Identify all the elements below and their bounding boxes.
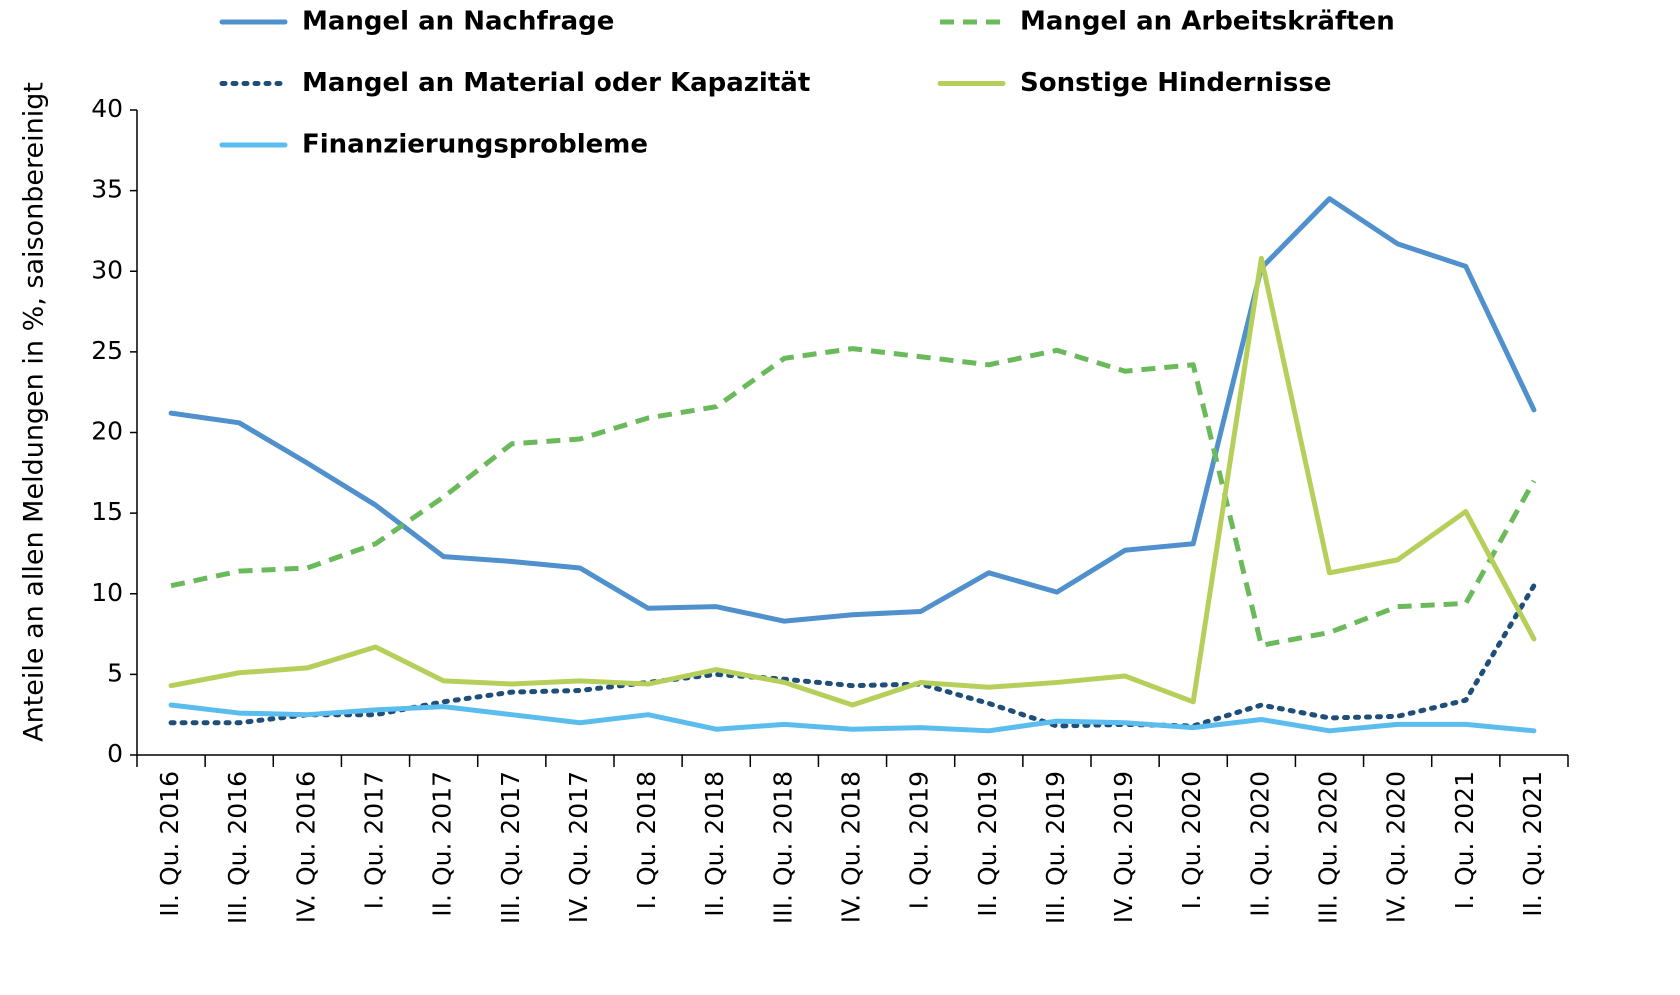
x-tick-label: III. Qu. 2019 xyxy=(1041,771,1070,924)
x-tick-label: I. Qu. 2018 xyxy=(632,771,661,909)
x-tick-label: II. Qu. 2020 xyxy=(1245,771,1274,917)
x-tick-label: II. Qu. 2019 xyxy=(973,771,1002,917)
legend-label: Mangel an Nachfrage xyxy=(302,7,614,37)
x-tick-label: II. Qu. 2018 xyxy=(700,771,729,917)
x-tick-label: IV. Qu. 2018 xyxy=(837,771,866,923)
x-tick-label: IV. Qu. 2017 xyxy=(564,771,593,923)
x-tick-label: I. Qu. 2021 xyxy=(1450,771,1479,909)
y-tick-label: 5 xyxy=(107,658,123,687)
x-tick-label: II. Qu. 2017 xyxy=(428,771,457,917)
x-tick-label: III. Qu. 2020 xyxy=(1314,771,1343,924)
series-line xyxy=(168,196,1537,624)
x-tick-label: I. Qu. 2020 xyxy=(1177,771,1206,909)
x-tick-label: III. Qu. 2018 xyxy=(768,771,797,924)
y-tick-label: 35 xyxy=(91,175,123,204)
series-line xyxy=(168,255,1537,708)
x-tick-label: IV. Qu. 2019 xyxy=(1109,771,1138,923)
legend-label: Mangel an Material oder Kapazität xyxy=(302,68,810,98)
y-tick-label: 40 xyxy=(91,94,123,123)
x-tick-label: II. Qu. 2021 xyxy=(1518,771,1547,917)
y-tick-label: 0 xyxy=(107,739,123,768)
series-line xyxy=(170,346,1537,648)
legend-label: Mangel an Arbeitskräften xyxy=(1020,7,1395,37)
series-line xyxy=(168,583,1537,729)
x-tick-label: I. Qu. 2017 xyxy=(360,771,389,909)
y-tick-label: 25 xyxy=(91,336,123,365)
x-tick-label: IV. Qu. 2016 xyxy=(291,771,320,923)
x-tick-label: I. Qu. 2019 xyxy=(905,771,934,909)
y-tick-label: 15 xyxy=(91,497,123,526)
y-tick-label: 20 xyxy=(91,417,123,446)
y-axis-label: Anteile an allen Meldungen in %, saisonb… xyxy=(19,82,50,742)
x-tick-label: III. Qu. 2016 xyxy=(223,771,252,924)
x-tick-label: III. Qu. 2017 xyxy=(496,771,525,924)
x-tick-label: IV. Qu. 2020 xyxy=(1382,771,1411,923)
series-line xyxy=(168,702,1537,734)
y-tick-label: 10 xyxy=(91,578,123,607)
x-tick-label: II. Qu. 2016 xyxy=(155,771,184,917)
legend-label: Sonstige Hindernisse xyxy=(1020,68,1331,98)
legend-label: Finanzierungsprobleme xyxy=(302,130,648,160)
y-tick-label: 30 xyxy=(91,255,123,284)
